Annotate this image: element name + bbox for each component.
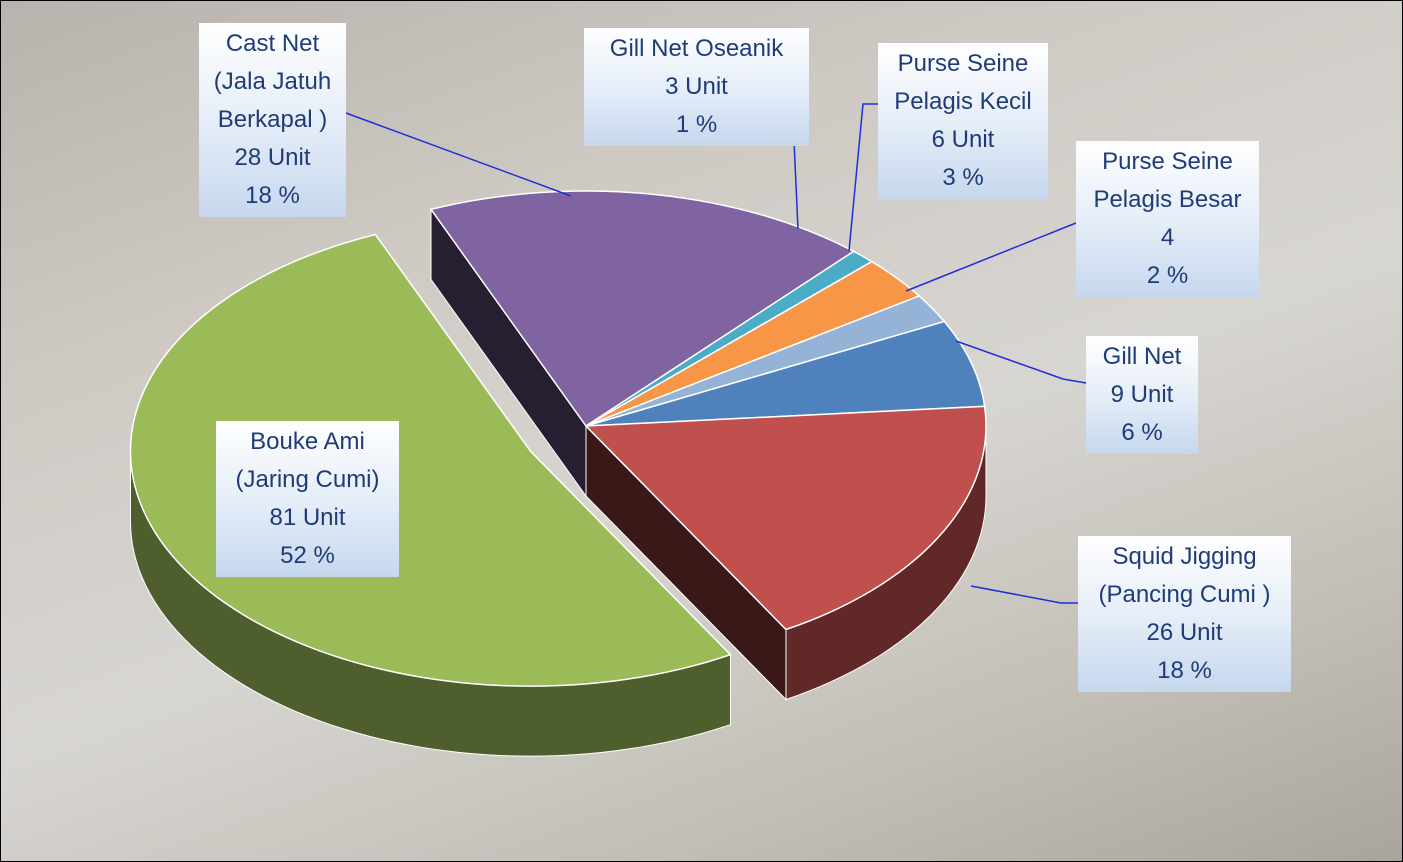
category-label: Purse Seine Pelagis Kecil	[894, 50, 1032, 115]
data-label-box: Bouke Ami (Jaring Cumi) 81 Unit 52 %	[216, 421, 399, 577]
slice	[585, 320, 986, 427]
value-label: 52 %	[280, 542, 335, 569]
category-label: Gill Net Oseanik	[609, 35, 784, 62]
leader-line	[345, 112, 572, 197]
data-label-box: Cast Net (Jala Jatuh Berkapal ) 28 Unit 18…	[199, 23, 346, 217]
unit-label: 28 Unit	[234, 144, 311, 171]
unit-label: 26 Unit	[1146, 619, 1223, 646]
data-label-box: Squid Jigging (Pancing Cumi ) 26 Unit 18 %	[1078, 536, 1291, 692]
unit-label: 4	[1160, 224, 1175, 251]
slice	[585, 260, 921, 427]
unit-label: 81 Unit	[269, 504, 346, 531]
slice	[584, 405, 987, 631]
category-label: Cast Net (Jala Jatuh Berkapal )	[213, 30, 332, 133]
value-label: 1 %	[675, 111, 718, 138]
value-label: 18 %	[245, 182, 300, 209]
category-label: Squid Jigging (Pancing Cumi )	[1098, 543, 1271, 608]
data-label-box: Purse Seine Pelagis Kecil 6 Unit 3 %	[878, 43, 1048, 199]
data-label-box: Gill Net 9 Unit 6 %	[1086, 336, 1198, 454]
value-label: 6 %	[1121, 419, 1163, 446]
leader-line	[955, 340, 1087, 384]
leader-line	[793, 140, 799, 230]
leader-line	[848, 103, 878, 252]
unit-label: 6 Unit	[931, 126, 995, 153]
category-label: Purse Seine Pelagis Besar	[1093, 148, 1242, 213]
category-label: Bouke Ami (Jaring Cumi)	[235, 428, 380, 493]
category-label: Gill Net	[1102, 343, 1182, 370]
value-label: 2 %	[1146, 262, 1189, 289]
value-label: 3 %	[942, 164, 984, 191]
unit-label: 9 Unit	[1110, 381, 1174, 408]
unit-label: 3 Unit	[665, 73, 728, 100]
data-label-box: Gill Net Oseanik 3 Unit 1 %	[584, 28, 809, 146]
slice	[429, 190, 856, 428]
value-label: 18 %	[1157, 657, 1212, 684]
data-label-box: Purse Seine Pelagis Besar 4 2 %	[1076, 141, 1259, 297]
leader-line	[970, 585, 1078, 604]
leader-line	[905, 222, 1077, 292]
